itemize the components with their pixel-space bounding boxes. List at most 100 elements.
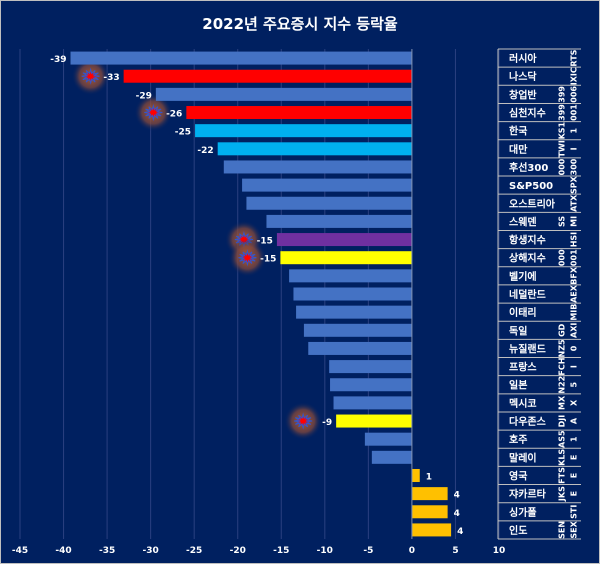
category-label: 멕시코: [509, 397, 537, 410]
bar: [336, 414, 412, 428]
chart-title: 2022년 주요증시 지수 등락율: [202, 15, 398, 33]
category-label: 말레이: [509, 451, 537, 464]
category-label: 벨기에: [509, 270, 537, 283]
ticker-label: ATX: [570, 194, 579, 212]
x-tick-label: 0: [409, 546, 415, 556]
bar: [330, 378, 412, 392]
category-label: 다우존스: [509, 415, 546, 428]
category-label: 한국: [509, 126, 527, 138]
category-label: 뉴질랜드: [509, 342, 546, 355]
ticker-label: DJI: [558, 415, 567, 428]
x-tick-label: 10: [493, 546, 506, 556]
ticker-label: AS5: [558, 430, 567, 448]
x-tick-label: -30: [143, 546, 159, 556]
bar: [293, 287, 412, 301]
category-label: 후선300: [509, 161, 548, 174]
ticker-label: SEX: [570, 520, 579, 538]
bar: [333, 396, 412, 410]
ticker-label: MIB: [570, 304, 579, 321]
ticker-label: 0: [570, 345, 579, 351]
bar: [411, 505, 448, 519]
category-label: 인도: [509, 524, 527, 537]
bar: [303, 323, 412, 337]
ticker-label: A: [570, 417, 579, 424]
bar: [276, 233, 412, 247]
ticker-label: SS: [558, 216, 567, 227]
ticker-label: SPX: [570, 175, 579, 194]
bar: [217, 142, 412, 156]
category-label: 상해지수: [509, 252, 546, 265]
category-label: 일본: [509, 379, 527, 392]
bar: [411, 523, 452, 537]
ticker-label: 300: [570, 158, 579, 175]
ticker-label: 1: [570, 127, 579, 133]
ticker-label: 006: [570, 86, 579, 103]
category-label: 심천지수: [509, 107, 546, 120]
bar: [123, 69, 412, 83]
ticker-label: 001: [570, 104, 579, 121]
category-label: 대만: [509, 143, 528, 156]
data-label: 4: [457, 527, 463, 537]
data-label: -15: [260, 255, 276, 265]
category-label: 이태리: [509, 306, 537, 319]
data-label: 4: [454, 509, 460, 519]
ticker-label: BFX: [570, 266, 579, 285]
bar: [266, 214, 412, 228]
category-label: 오스트리아: [509, 197, 556, 210]
bar: [155, 87, 412, 101]
ticker-label: E: [570, 455, 579, 460]
ticker-label: 1: [570, 436, 579, 442]
category-label: 프랑스: [509, 362, 537, 374]
ticker-label: I: [570, 147, 579, 150]
category-label: 네덜란드: [509, 288, 546, 301]
ticker-label: AEX: [570, 284, 579, 303]
ticker-label: FCH: [558, 358, 567, 376]
bar: [371, 450, 412, 464]
category-label: 창업반: [509, 88, 537, 101]
bar: [364, 432, 412, 446]
ticker-label: 399: [558, 86, 567, 103]
ticker-label: TWI: [558, 140, 567, 157]
bar: [296, 305, 412, 319]
x-tick-label: -15: [273, 546, 289, 556]
data-label: -29: [136, 91, 152, 101]
ticker-label: E: [570, 491, 579, 496]
category-label: 나스닥: [509, 70, 537, 83]
category-label: 쟈카르타: [509, 488, 547, 501]
x-tick-label: -35: [99, 546, 115, 556]
ticker-label: 000: [558, 249, 567, 266]
burst-icon: [81, 67, 100, 85]
bar: [289, 269, 412, 283]
burst-icon: [294, 412, 313, 430]
category-label: 스웨덴: [509, 215, 537, 228]
bar: [70, 51, 412, 65]
bar: [195, 124, 412, 138]
ticker-label: X: [570, 399, 579, 406]
ticker-label: I: [570, 365, 579, 368]
category-label: 러시아: [509, 52, 537, 65]
ticker-label: HSI: [570, 232, 579, 247]
data-label: -9: [322, 418, 332, 428]
ticker-label: 000: [558, 158, 567, 175]
data-label: 4: [454, 491, 460, 501]
ticker-label: NZ5: [558, 339, 567, 357]
bar: [329, 360, 412, 374]
data-label: -22: [197, 146, 213, 156]
category-label: 호주: [509, 433, 527, 446]
ticker-label: STI: [570, 505, 579, 519]
ticker-label: 5: [570, 382, 579, 388]
ticker-label: JKS: [558, 486, 567, 502]
data-label: -15: [257, 237, 273, 247]
bar: [223, 160, 412, 174]
data-label: -25: [175, 128, 191, 138]
x-tick-label: -5: [363, 546, 373, 556]
x-tick-label: -40: [55, 546, 71, 556]
ticker-label: 399: [558, 104, 567, 121]
ticker-label: AXI: [570, 323, 579, 338]
bar: [308, 341, 412, 355]
burst-icon: [238, 249, 257, 267]
x-tick-label: -10: [317, 546, 333, 556]
ticker-label: MI: [570, 216, 579, 227]
